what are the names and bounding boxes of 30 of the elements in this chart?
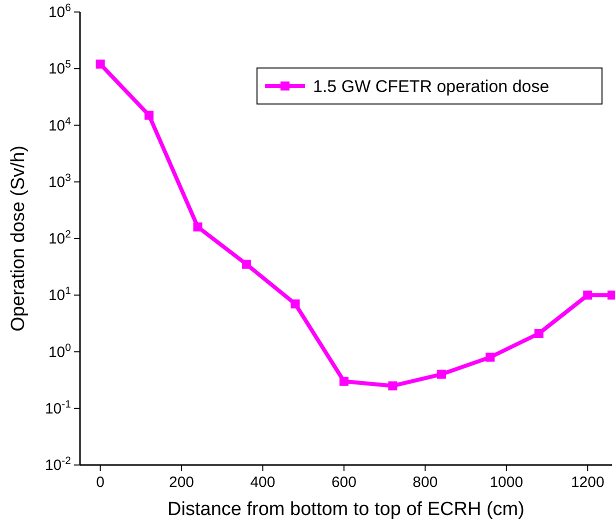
point (144, 110, 154, 120)
y-tick-label: 10$^{5}$ (48, 58, 72, 78)
point (583, 290, 592, 300)
x-tick-label: 600 (331, 474, 356, 491)
x-tick-label: 1000 (490, 474, 524, 491)
x-tick-label: 200 (169, 474, 194, 491)
x-tick-label: 0 (96, 474, 104, 491)
point (96, 60, 105, 69)
x-tick-label: 800 (412, 474, 438, 491)
y-tick-label: 10$^{1}$ (48, 285, 72, 304)
legend-label: 1.5 GW CFETR operation dose (313, 77, 550, 96)
point (339, 376, 348, 386)
y-tick-label: 10$^{0}$ (48, 342, 72, 361)
y-tick-label: 10$^{3}$ (48, 172, 72, 191)
y-tick-label: 10$^{2}$ (48, 228, 72, 248)
point (242, 260, 252, 269)
y-tick-label: 10$^{6}$ (48, 2, 72, 21)
point (290, 299, 300, 308)
y-tick-label: 10$^{-1}$ (44, 398, 72, 418)
y-tick-label: 10$^{4}$ (48, 115, 72, 134)
y-tick-label: 10$^{-2}$ (44, 455, 72, 474)
point (193, 222, 202, 232)
x-tick-label: 1200 (570, 474, 604, 491)
point (436, 370, 446, 379)
point (486, 352, 495, 362)
point (534, 329, 544, 338)
point (388, 381, 398, 390)
x-axis-title: Distance from bottom to top of ECRH (cm) (168, 499, 524, 520)
y-axis-title: Operation dose (Sv/h) (8, 146, 29, 332)
x-tick-label: 400 (250, 474, 276, 491)
